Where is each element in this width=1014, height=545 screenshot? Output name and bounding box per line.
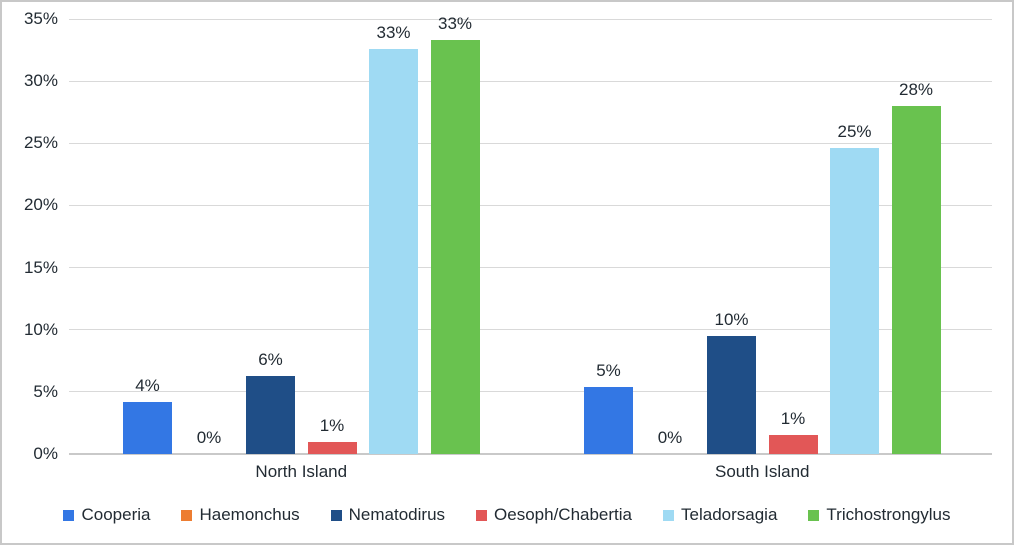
bar-oesoph-chabertia-south: [768, 435, 818, 454]
legend-swatch: [63, 509, 75, 521]
gridline: [69, 80, 992, 82]
bar-value-label: 5%: [596, 361, 621, 380]
legend-label: Cooperia: [81, 505, 151, 524]
bar-value-label: 33%: [376, 23, 411, 42]
legend-item-teladorsagia: Teladorsagia: [663, 505, 777, 525]
x-axis-line: [69, 453, 992, 455]
bar-teladorsagia-north: [369, 49, 418, 454]
legend-swatch: [808, 509, 820, 521]
y-tick-label: 30%: [23, 71, 58, 91]
y-tick-label: 25%: [23, 133, 58, 153]
category-label: South Island: [714, 462, 810, 481]
bar-trichostrongylus-south: [891, 106, 941, 454]
gridline: [69, 18, 992, 20]
y-tick-label: 20%: [23, 195, 58, 215]
bar-value-label: 28%: [898, 80, 934, 99]
legend-swatch: [476, 509, 488, 521]
y-tick-label: 0%: [33, 444, 58, 463]
legend-label: Haemonchus: [199, 505, 300, 524]
legend-item-trichostrongylus: Trichostrongylus: [808, 505, 951, 525]
legend-item-oesoph-chabertia: Oesoph/Chabertia: [476, 505, 632, 525]
bar-value-label: 6%: [258, 350, 283, 369]
bar-value-label: 4%: [135, 376, 160, 395]
bar-value-label: 0%: [657, 428, 683, 447]
y-tick-label: 10%: [23, 319, 58, 339]
legend-label: Trichostrongylus: [826, 505, 951, 524]
bar-oesoph-chabertia-north: [307, 442, 357, 454]
bar-teladorsagia-south: [830, 148, 879, 454]
gridline: [69, 204, 992, 206]
bar-value-label: 25%: [837, 122, 872, 141]
bar-nematodirus-north: [246, 376, 295, 454]
gridline: [69, 267, 992, 269]
gridline: [69, 142, 992, 144]
legend-label: Oesoph/Chabertia: [494, 505, 633, 524]
plot-area: 4% 0% 6% 1% 33% 33% 5% 0% 10% 1% 25% 28%: [69, 14, 992, 455]
bar-cooperia-south: [584, 387, 633, 454]
bar-nematodirus-south: [707, 336, 756, 454]
bar-value-label: 0%: [196, 428, 222, 447]
legend-item-nematodirus: Nematodirus: [330, 505, 446, 525]
gridline: [69, 329, 992, 331]
bar-value-label: 1%: [319, 416, 345, 435]
bar-trichostrongylus-north: [430, 40, 480, 454]
legend-swatch: [663, 509, 675, 521]
y-tick-label: 15%: [23, 257, 58, 277]
legend-label: Teladorsagia: [681, 505, 778, 524]
legend-item-haemonchus: Haemonchus: [181, 505, 300, 525]
legend-swatch: [330, 509, 342, 521]
bar-value-label: 1%: [780, 409, 806, 428]
legend-label: Nematodirus: [348, 505, 446, 524]
legend-item-cooperia: Cooperia: [63, 505, 150, 525]
y-tick-label: 5%: [33, 381, 58, 401]
bar-value-label: 10%: [714, 310, 749, 329]
legend: Cooperia Haemonchus Nematodirus Oesoph/Chab…: [2, 505, 1012, 525]
bar-value-label: 33%: [437, 14, 473, 33]
legend-swatch: [181, 509, 193, 521]
category-label: North Island: [255, 462, 348, 481]
y-tick-label: 35%: [23, 9, 58, 28]
gridline: [69, 391, 992, 393]
bar-cooperia-north: [123, 402, 172, 454]
